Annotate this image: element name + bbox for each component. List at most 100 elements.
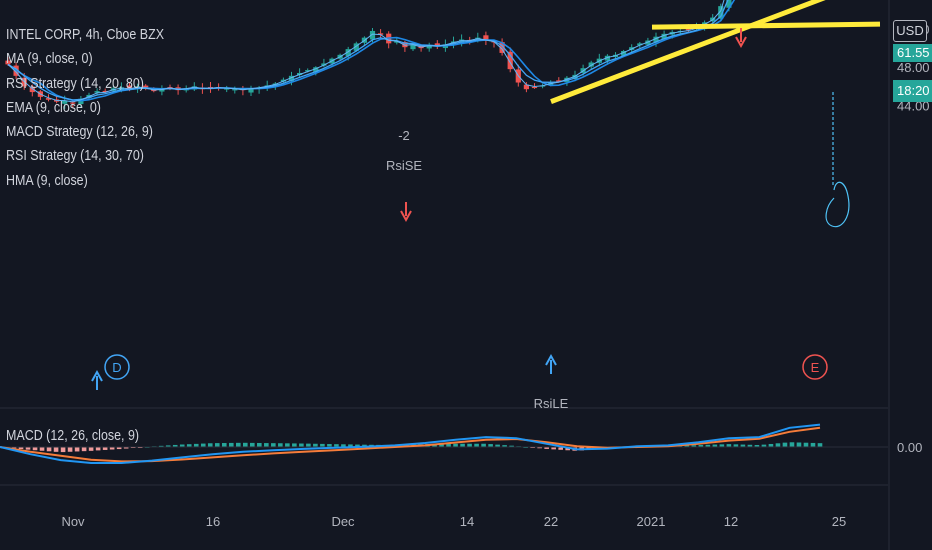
macd-histogram-bar <box>285 443 290 447</box>
arrow-head <box>400 210 412 223</box>
support-line <box>651 21 881 30</box>
arrow-head <box>91 369 103 382</box>
macd-histogram-bar <box>782 442 788 447</box>
currency-button[interactable]: USD <box>893 20 927 42</box>
arrow-head <box>545 353 557 366</box>
ascending-trendline <box>550 0 826 104</box>
macd-histogram-bar <box>677 445 683 447</box>
macd-pane[interactable] <box>0 423 888 486</box>
macd-histogram-bar <box>712 444 718 447</box>
legend-macd-strategy[interactable]: MACD Strategy (12, 26, 9) <box>6 124 153 141</box>
macd-histogram-bar <box>537 447 542 449</box>
price-tick-label: 48.00 <box>897 60 930 75</box>
time-tick-label: 2021 <box>637 514 666 529</box>
macd-histogram-bar <box>348 444 353 447</box>
macd-histogram-bar <box>544 447 549 449</box>
macd-tick-label: 0.00 <box>897 440 922 455</box>
macd-histogram-bar <box>46 447 52 452</box>
legend-rsi-strategy-2[interactable]: RSI Strategy (14, 30, 70) <box>6 148 144 165</box>
macd-histogram-bar <box>446 443 451 447</box>
macd-histogram-bar <box>488 444 493 447</box>
macd-histogram-bar <box>558 447 563 450</box>
macd-histogram-bar <box>733 444 739 447</box>
long-signal-arrow <box>91 369 103 390</box>
candle-body <box>288 75 295 82</box>
macd-histogram-bar <box>102 447 108 450</box>
macd-histogram-bar <box>320 443 325 447</box>
macd-histogram-bar <box>817 443 823 447</box>
macd-histogram-bar <box>551 447 556 450</box>
time-tick-label: 16 <box>206 514 220 529</box>
macd-histogram-bar <box>207 443 213 447</box>
time-tick-label: Dec <box>331 514 355 529</box>
macd-histogram-bar <box>481 443 486 447</box>
macd-histogram-bar <box>313 443 318 447</box>
event-badge-e: E <box>802 354 828 380</box>
macd-histogram-bar <box>250 442 255 447</box>
price-pane[interactable] <box>0 0 888 409</box>
macd-histogram-bar <box>32 447 38 451</box>
candle-body <box>523 84 529 90</box>
event-badge-d: D <box>104 354 130 380</box>
legend-ema[interactable]: EMA (9, close, 0) <box>6 99 101 116</box>
candle-body <box>321 63 327 66</box>
drawings-layer: -2 RsiSE RsiLE D E <box>91 0 881 411</box>
macd-histogram-bar <box>158 445 164 447</box>
candle-body <box>353 43 359 51</box>
sketch-curve <box>825 181 850 228</box>
legend-rsi-strategy-1[interactable]: RSI Strategy (14, 20, 80) <box>6 75 144 92</box>
macd-histogram-bar <box>95 447 101 451</box>
macd-histogram-bar <box>11 447 17 449</box>
macd-histogram-bar <box>698 445 704 447</box>
macd-histogram-bar <box>235 442 241 447</box>
macd-histogram-bar <box>740 444 746 447</box>
macd-histogram-bar <box>334 444 339 447</box>
macd-histogram-bar <box>509 445 514 447</box>
candle-body <box>661 33 667 39</box>
candle-body <box>126 85 133 90</box>
macd-histogram-bar <box>726 444 732 447</box>
candle-body <box>621 51 627 56</box>
macd-histogram-bar <box>200 443 206 447</box>
candle-body <box>5 60 11 65</box>
macd-histogram-bar <box>474 443 479 447</box>
macd-histogram-bar <box>25 447 31 450</box>
candle-body <box>232 89 238 91</box>
macd-histogram-bar <box>228 442 234 447</box>
macd-histogram-bar <box>53 447 59 452</box>
macd-legend[interactable]: MACD (12, 26, close, 9) <box>6 428 140 444</box>
macd-histogram-bar <box>116 447 122 450</box>
candle-body <box>434 43 440 47</box>
short-signal-arrow <box>735 28 747 49</box>
macd-histogram-bar <box>39 447 45 451</box>
candle-body <box>45 98 52 100</box>
macd-histogram-bar <box>67 447 73 452</box>
macd-histogram-bar <box>705 444 711 447</box>
candle-body <box>653 36 659 43</box>
badge-letter: D <box>112 360 121 375</box>
candle-body <box>426 45 432 49</box>
time-axis[interactable]: Nov 16 Dec 14 22 2021 12 25 <box>61 514 846 529</box>
macd-line <box>0 423 821 464</box>
candle-body <box>499 42 505 53</box>
macd-histogram-bar <box>775 443 781 447</box>
bar-countdown-tag: 18:20 <box>893 80 932 102</box>
macd-histogram-bar <box>495 444 500 447</box>
legend-ma[interactable]: MA (9, close, 0) <box>6 51 93 68</box>
hma-line <box>7 0 725 103</box>
candle-body <box>313 67 319 73</box>
candle-body <box>394 41 400 43</box>
macd-histogram-bar <box>299 443 304 447</box>
symbol-title[interactable]: INTEL CORP, 4h, Cboe BZX <box>6 27 165 43</box>
candle-body <box>410 44 416 50</box>
macd-histogram-bar <box>242 442 248 447</box>
macd-histogram-bar <box>453 443 458 447</box>
macd-histogram-bar <box>306 443 311 447</box>
signal-bottom-label: RsiLE <box>534 396 569 411</box>
macd-histogram-bar <box>271 443 276 447</box>
ema-line <box>7 0 729 101</box>
legend-hma[interactable]: HMA (9, close) <box>6 172 88 189</box>
macd-histogram-bar <box>81 447 87 452</box>
candle-body <box>102 90 108 93</box>
